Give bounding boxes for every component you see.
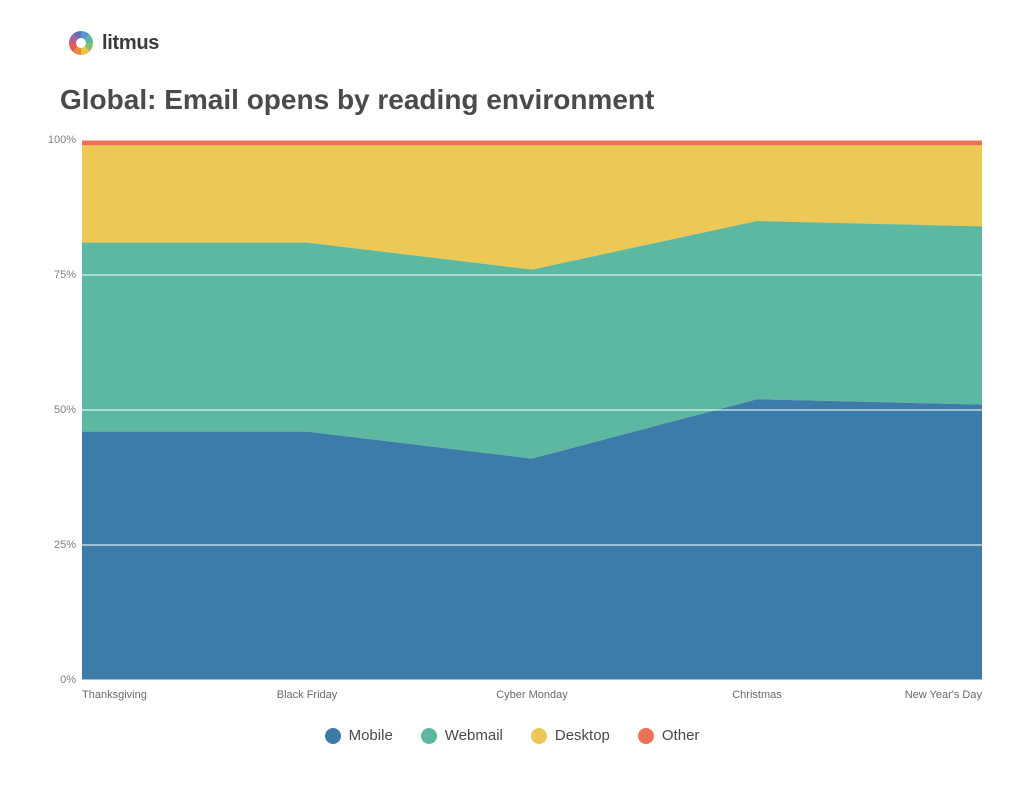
legend-label: Other [662, 727, 700, 744]
legend-label: Mobile [349, 727, 393, 744]
legend-label: Webmail [445, 727, 503, 744]
x-tick-label: Cyber Monday [496, 689, 568, 701]
chart-title: Global: Email opens by reading environme… [60, 84, 984, 116]
y-tick-label: 100% [48, 134, 76, 146]
legend-item-desktop: Desktop [531, 727, 610, 744]
legend-swatch [531, 728, 547, 744]
area-series-other [82, 140, 982, 145]
legend-swatch [325, 728, 341, 744]
y-tick-label: 50% [54, 404, 76, 416]
legend-label: Desktop [555, 727, 610, 744]
legend-item-mobile: Mobile [325, 727, 393, 744]
legend-swatch [638, 728, 654, 744]
x-tick-label: Black Friday [277, 689, 338, 701]
brand-logo: litmus [68, 30, 984, 56]
y-tick-label: 0% [60, 674, 76, 686]
y-tick-label: 75% [54, 269, 76, 281]
legend-item-other: Other [638, 727, 700, 744]
x-tick-label: Christmas [732, 689, 782, 701]
x-tick-label: Thanksgiving [82, 689, 147, 701]
area-chart: 0% 25% 50% 75% 100% Thanksgiving Black Friday C… [40, 134, 984, 713]
chart-canvas: 0% 25% 50% 75% 100% Thanksgiving Black Friday C… [40, 134, 986, 708]
x-tick-label: New Year's Day [905, 689, 983, 701]
brand-name: litmus [102, 32, 159, 55]
legend-item-webmail: Webmail [421, 727, 503, 744]
litmus-logo-icon [68, 30, 94, 56]
legend-swatch [421, 728, 437, 744]
chart-legend: Mobile Webmail Desktop Other [40, 727, 984, 744]
y-tick-label: 25% [54, 539, 76, 551]
